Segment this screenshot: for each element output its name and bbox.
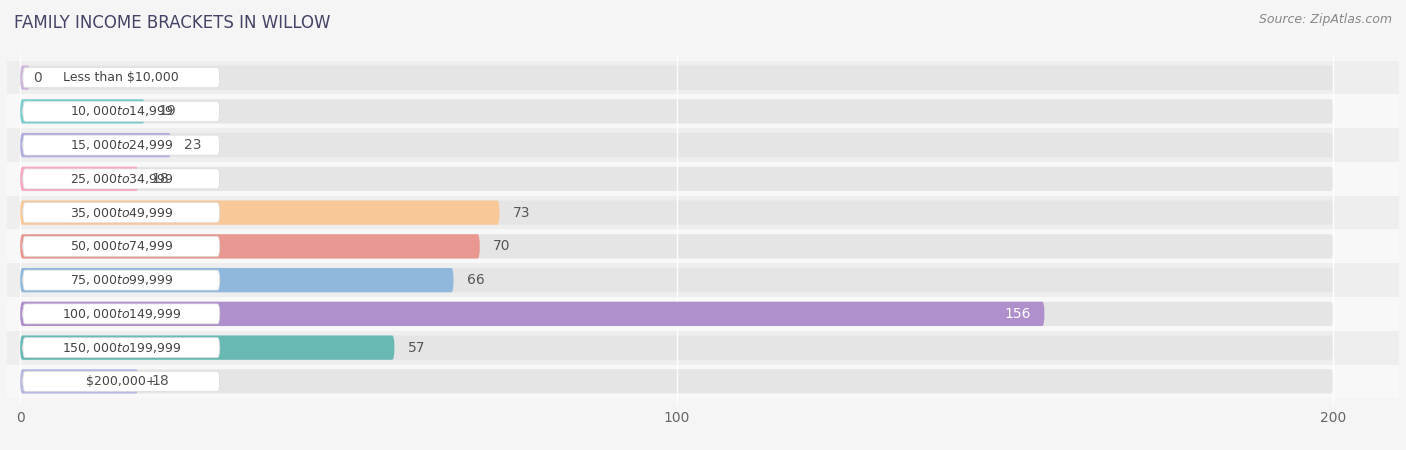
FancyBboxPatch shape [20, 302, 1045, 326]
FancyBboxPatch shape [22, 304, 219, 324]
Text: 70: 70 [494, 239, 510, 253]
Text: $75,000 to $99,999: $75,000 to $99,999 [69, 273, 173, 287]
FancyBboxPatch shape [22, 236, 219, 256]
Text: 156: 156 [1005, 307, 1031, 321]
Text: $200,000+: $200,000+ [86, 375, 156, 388]
Bar [7, 196, 1399, 230]
FancyBboxPatch shape [20, 268, 1333, 292]
Bar [7, 364, 1399, 398]
Bar [7, 94, 1399, 128]
Text: $10,000 to $14,999: $10,000 to $14,999 [69, 104, 173, 118]
Text: $50,000 to $74,999: $50,000 to $74,999 [69, 239, 173, 253]
Text: 23: 23 [184, 138, 202, 152]
FancyBboxPatch shape [22, 202, 219, 223]
FancyBboxPatch shape [20, 99, 145, 123]
FancyBboxPatch shape [20, 302, 1333, 326]
Text: $25,000 to $34,999: $25,000 to $34,999 [69, 172, 173, 186]
Text: 18: 18 [152, 374, 169, 388]
Bar [7, 331, 1399, 364]
Text: Less than $10,000: Less than $10,000 [63, 71, 179, 84]
Text: 66: 66 [467, 273, 485, 287]
FancyBboxPatch shape [20, 201, 499, 225]
FancyBboxPatch shape [20, 234, 1333, 258]
FancyBboxPatch shape [20, 234, 479, 258]
FancyBboxPatch shape [20, 99, 1333, 123]
Text: 0: 0 [34, 71, 42, 85]
FancyBboxPatch shape [20, 369, 138, 393]
Text: 57: 57 [408, 341, 425, 355]
Text: $15,000 to $24,999: $15,000 to $24,999 [69, 138, 173, 152]
Text: $100,000 to $149,999: $100,000 to $149,999 [62, 307, 181, 321]
Text: 18: 18 [152, 172, 169, 186]
FancyBboxPatch shape [20, 133, 1333, 157]
FancyBboxPatch shape [22, 169, 219, 189]
Bar [7, 61, 1399, 94]
FancyBboxPatch shape [22, 101, 219, 122]
Bar [7, 162, 1399, 196]
FancyBboxPatch shape [20, 201, 1333, 225]
Text: $35,000 to $49,999: $35,000 to $49,999 [69, 206, 173, 220]
Text: $150,000 to $199,999: $150,000 to $199,999 [62, 341, 181, 355]
Text: Source: ZipAtlas.com: Source: ZipAtlas.com [1258, 14, 1392, 27]
Bar [7, 128, 1399, 162]
FancyBboxPatch shape [22, 135, 219, 155]
FancyBboxPatch shape [22, 371, 219, 392]
FancyBboxPatch shape [20, 336, 1333, 360]
FancyBboxPatch shape [20, 336, 395, 360]
Bar [7, 263, 1399, 297]
FancyBboxPatch shape [20, 133, 172, 157]
FancyBboxPatch shape [22, 270, 219, 290]
Text: 73: 73 [513, 206, 530, 220]
FancyBboxPatch shape [20, 65, 1333, 90]
FancyBboxPatch shape [20, 268, 454, 292]
FancyBboxPatch shape [20, 369, 1333, 393]
FancyBboxPatch shape [22, 338, 219, 358]
FancyBboxPatch shape [20, 166, 138, 191]
Text: FAMILY INCOME BRACKETS IN WILLOW: FAMILY INCOME BRACKETS IN WILLOW [14, 14, 330, 32]
Text: 19: 19 [157, 104, 176, 118]
FancyBboxPatch shape [20, 166, 1333, 191]
Bar [7, 297, 1399, 331]
FancyBboxPatch shape [20, 65, 30, 90]
Bar [7, 230, 1399, 263]
FancyBboxPatch shape [22, 68, 219, 88]
